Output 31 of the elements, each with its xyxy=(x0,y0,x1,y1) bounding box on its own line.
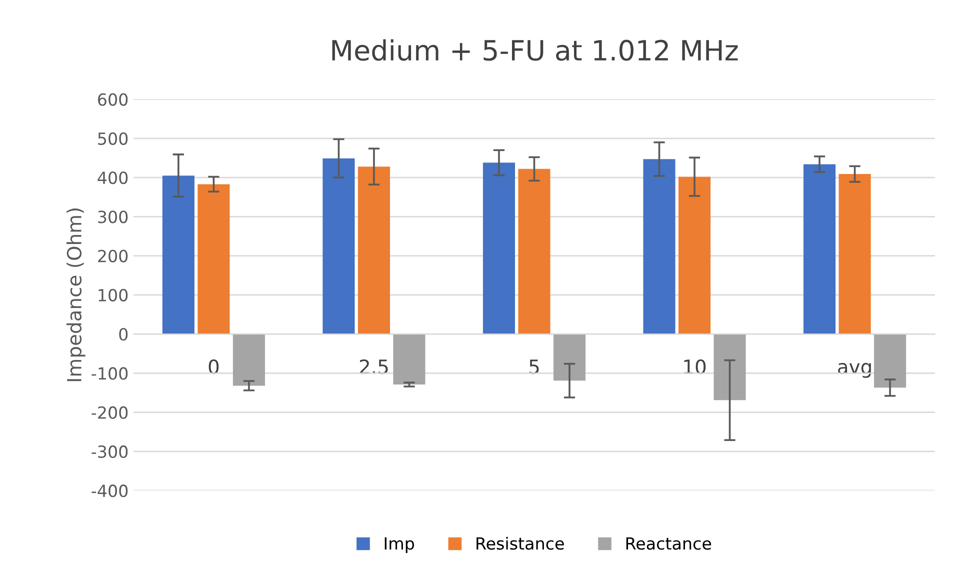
bar xyxy=(838,174,871,334)
y-tick-label: 100 xyxy=(98,288,128,302)
bar xyxy=(643,159,676,334)
bar xyxy=(678,176,711,334)
chart-title: Medium + 5-FU at 1.012 MHz xyxy=(332,39,738,61)
bar xyxy=(393,334,426,385)
y-tick-label: 600 xyxy=(98,93,128,106)
legend-label: Imp xyxy=(384,537,414,553)
y-tick-label: 300 xyxy=(98,210,128,224)
y-tick-label: 500 xyxy=(98,132,128,145)
bar xyxy=(482,162,516,334)
y-tick-label: 0 xyxy=(119,328,128,341)
legend-label: Resistance xyxy=(476,536,564,550)
y-tick-label: 400 xyxy=(98,172,128,184)
legend-label: Reactance xyxy=(626,537,712,550)
y-tick-label: -300 xyxy=(92,445,128,458)
bar xyxy=(198,184,230,334)
bar xyxy=(162,176,194,334)
bar xyxy=(518,168,550,334)
y-tick-label: -400 xyxy=(92,484,128,498)
y-tick-label: -100 xyxy=(92,367,128,380)
bar xyxy=(874,334,906,388)
bar xyxy=(553,334,586,381)
bar xyxy=(714,334,746,400)
bar xyxy=(358,166,390,334)
y-axis-title: Impedance (Ohm) xyxy=(66,208,86,382)
y-tick-label: 200 xyxy=(98,250,128,262)
y-tick-label: -200 xyxy=(92,406,128,419)
bar xyxy=(803,164,836,334)
bar xyxy=(322,158,355,334)
bar xyxy=(232,334,265,386)
